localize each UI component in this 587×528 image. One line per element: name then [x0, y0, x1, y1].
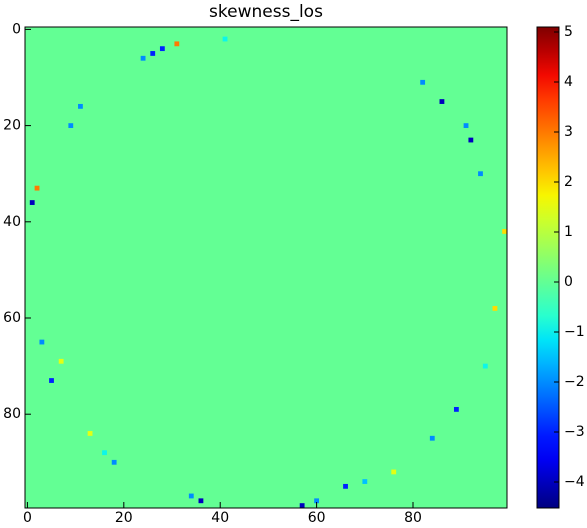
colorbar [536, 26, 560, 509]
pixel [174, 41, 180, 47]
pixel [140, 55, 146, 61]
plot-frame [24, 26, 508, 509]
x-tick-label: 0 [23, 510, 32, 524]
y-tick-label: 20 [3, 118, 21, 134]
chart-title: skewness_los [209, 2, 323, 22]
pixel [188, 493, 194, 499]
pixel [420, 79, 426, 85]
pixel [87, 431, 93, 436]
pixel [68, 123, 74, 129]
colorbar-tick-label: 1 [564, 224, 573, 240]
colorbar-tick-label: 3 [564, 124, 573, 140]
pixel [299, 503, 305, 508]
x-tick-label: 20 [115, 510, 133, 524]
pixel [159, 46, 165, 52]
pixel [468, 137, 474, 143]
y-tick-label: 80 [3, 406, 21, 422]
pixel [429, 435, 435, 441]
pixel [102, 450, 107, 456]
pixel [34, 185, 40, 191]
pixel [58, 358, 64, 364]
pixel [111, 459, 117, 465]
colorbar-tick-label: −4 [564, 474, 585, 490]
pixel [29, 200, 35, 205]
pixel [314, 498, 320, 504]
colorbar-tick-label: 0 [564, 274, 573, 290]
y-tick-label: 40 [3, 214, 21, 230]
colorbar-tick-label: −1 [564, 324, 585, 340]
pixel [49, 378, 54, 383]
y-tick-label: 60 [3, 310, 21, 326]
pixel [78, 103, 83, 109]
x-tick-label: 40 [211, 510, 229, 524]
pixel [478, 171, 483, 177]
pixel [482, 363, 488, 369]
x-tick-label: 80 [404, 510, 422, 524]
pixel [150, 51, 156, 56]
colorbar-tick-label: −2 [564, 374, 585, 390]
colorbar-tick-label: 5 [564, 24, 573, 40]
pixel [362, 479, 368, 484]
pixel [492, 305, 498, 311]
pixel [198, 498, 204, 504]
image-field [25, 27, 507, 508]
pixel [463, 123, 469, 129]
colorbar-tick-label: 2 [564, 174, 573, 190]
x-tick-label: 60 [308, 510, 326, 524]
y-tick-label: 0 [12, 21, 21, 37]
colorbar-tick-label: 4 [564, 74, 573, 90]
pixel [391, 469, 397, 475]
pixel [343, 483, 348, 489]
pixel [453, 406, 459, 412]
pixel [439, 99, 445, 104]
pixel [39, 339, 45, 345]
pixel [502, 229, 507, 234]
colorbar-tick-label: −3 [564, 424, 585, 440]
pixel [222, 36, 228, 42]
